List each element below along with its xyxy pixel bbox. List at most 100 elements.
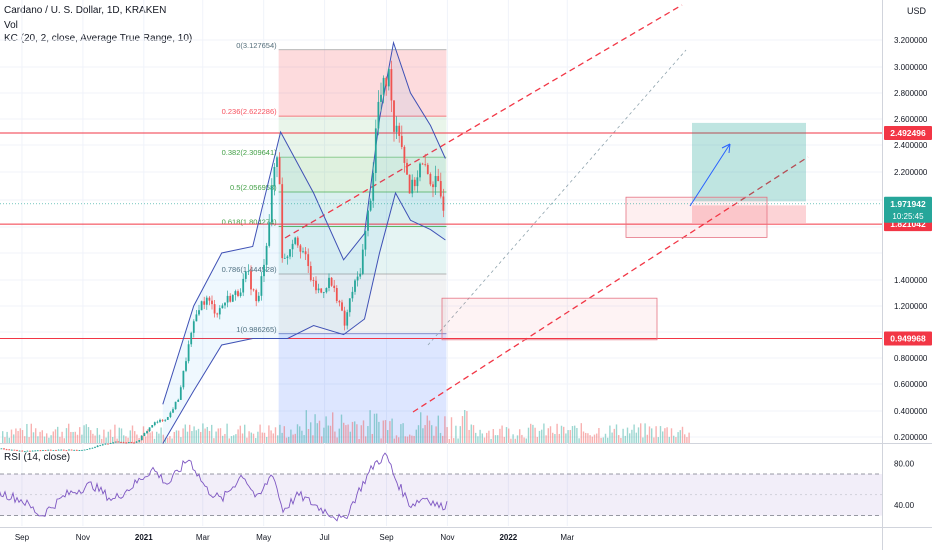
candle-body: [320, 288, 323, 293]
volume-bar: [316, 423, 318, 443]
candle-body: [338, 300, 341, 303]
volume-bar: [246, 437, 248, 443]
volume-bar: [387, 430, 389, 443]
candle-body: [413, 179, 416, 187]
volume-bar: [675, 437, 677, 443]
volume-bar: [208, 430, 211, 443]
candle-body: [213, 304, 216, 314]
volume-bar: [10, 429, 13, 443]
volume-bar: [582, 431, 585, 443]
volume-bar: [609, 425, 611, 443]
candle-body: [348, 298, 351, 313]
x-tick-label: Mar: [560, 533, 574, 542]
candle-body: [13, 449, 16, 451]
candle-body: [211, 300, 213, 305]
candle-body: [257, 295, 260, 302]
volume-bar: [376, 413, 378, 443]
volume-bar: [338, 428, 340, 443]
volume-bar: [241, 433, 244, 443]
volume-bar: [279, 424, 281, 443]
volume-bar: [527, 427, 530, 443]
volume-bar: [134, 431, 136, 443]
fib-label: 0.618(1.804274): [222, 217, 278, 226]
candle-body: [107, 443, 109, 445]
candle-body: [153, 422, 156, 426]
candle-body: [185, 361, 187, 371]
candle-body: [374, 128, 377, 173]
volume-bar: [252, 433, 255, 443]
volume-bar: [103, 429, 105, 443]
candle-body: [429, 174, 432, 185]
candle-body: [57, 449, 60, 451]
candle-body: [312, 280, 315, 281]
volume-bar: [48, 437, 50, 443]
candle-body: [47, 449, 50, 451]
y-tick-label: 0.200000: [894, 433, 928, 442]
volume-bar: [127, 437, 129, 443]
level-badge: 2.492496: [890, 128, 926, 138]
level-badge: 1.821042: [890, 219, 926, 229]
candle-body: [395, 125, 398, 132]
candle-body: [359, 273, 362, 277]
candle-body: [283, 258, 286, 259]
volume-bar: [470, 424, 472, 443]
fib-zone: [278, 116, 447, 158]
candle-body: [218, 308, 221, 315]
candle-body: [112, 442, 115, 444]
volume-bar: [30, 423, 32, 443]
channel-upper-line: [284, 4, 683, 239]
candle-body: [252, 289, 255, 291]
candle-body: [250, 271, 252, 290]
volume-bar: [200, 431, 202, 443]
volume-bar: [442, 435, 444, 443]
candle-body: [179, 387, 182, 400]
candle-body: [192, 321, 195, 333]
volume-bar: [501, 425, 503, 443]
volume-bar: [39, 431, 41, 443]
volume-bar: [13, 434, 15, 443]
volume-bar: [217, 428, 219, 443]
candle-body: [203, 301, 206, 305]
volume-bar: [136, 434, 138, 443]
volume-bar: [235, 434, 237, 443]
volume-bar: [686, 437, 688, 443]
volume-bar: [345, 425, 347, 443]
keltner-band-fill: [162, 42, 446, 444]
candle-body: [439, 181, 442, 197]
candle-body: [205, 297, 208, 305]
keltner-legend[interactable]: KC (20, 2, close, Average True Range, 10…: [4, 33, 193, 44]
volume-bar: [211, 424, 213, 443]
volume-bar: [182, 428, 184, 443]
candle-body: [31, 450, 34, 452]
volume-bar: [604, 433, 607, 443]
candle-body: [10, 449, 13, 451]
keltner-lower-line: [162, 191, 446, 444]
volume-bar: [35, 428, 37, 443]
volume-bar: [160, 427, 162, 443]
volume-bar: [272, 433, 274, 443]
candle-body: [333, 285, 336, 289]
candle-body: [29, 450, 31, 452]
volume-bar: [450, 417, 453, 443]
candle-body: [73, 449, 76, 451]
volume-bar: [4, 437, 6, 443]
volume-bar: [587, 433, 589, 443]
candle-body: [406, 162, 408, 175]
rsi-legend[interactable]: RSI (14, close): [4, 452, 71, 463]
volume-bar: [494, 435, 497, 443]
fib-label: 0.786(1.444528): [222, 265, 278, 274]
volume-bar: [398, 437, 400, 443]
volume-bar: [519, 429, 521, 443]
volume-legend[interactable]: Vol: [4, 20, 18, 31]
volume-bar: [325, 416, 327, 443]
volume-bar: [668, 436, 670, 443]
rsi-line: [0, 452, 448, 522]
volume-bar: [57, 426, 59, 443]
fib-label: 0.382(2.309641): [222, 148, 278, 157]
candle-body: [361, 249, 364, 274]
candle-body: [382, 77, 385, 95]
volume-bar: [413, 435, 415, 443]
volume-bar: [626, 427, 629, 443]
candle-body: [169, 412, 172, 418]
